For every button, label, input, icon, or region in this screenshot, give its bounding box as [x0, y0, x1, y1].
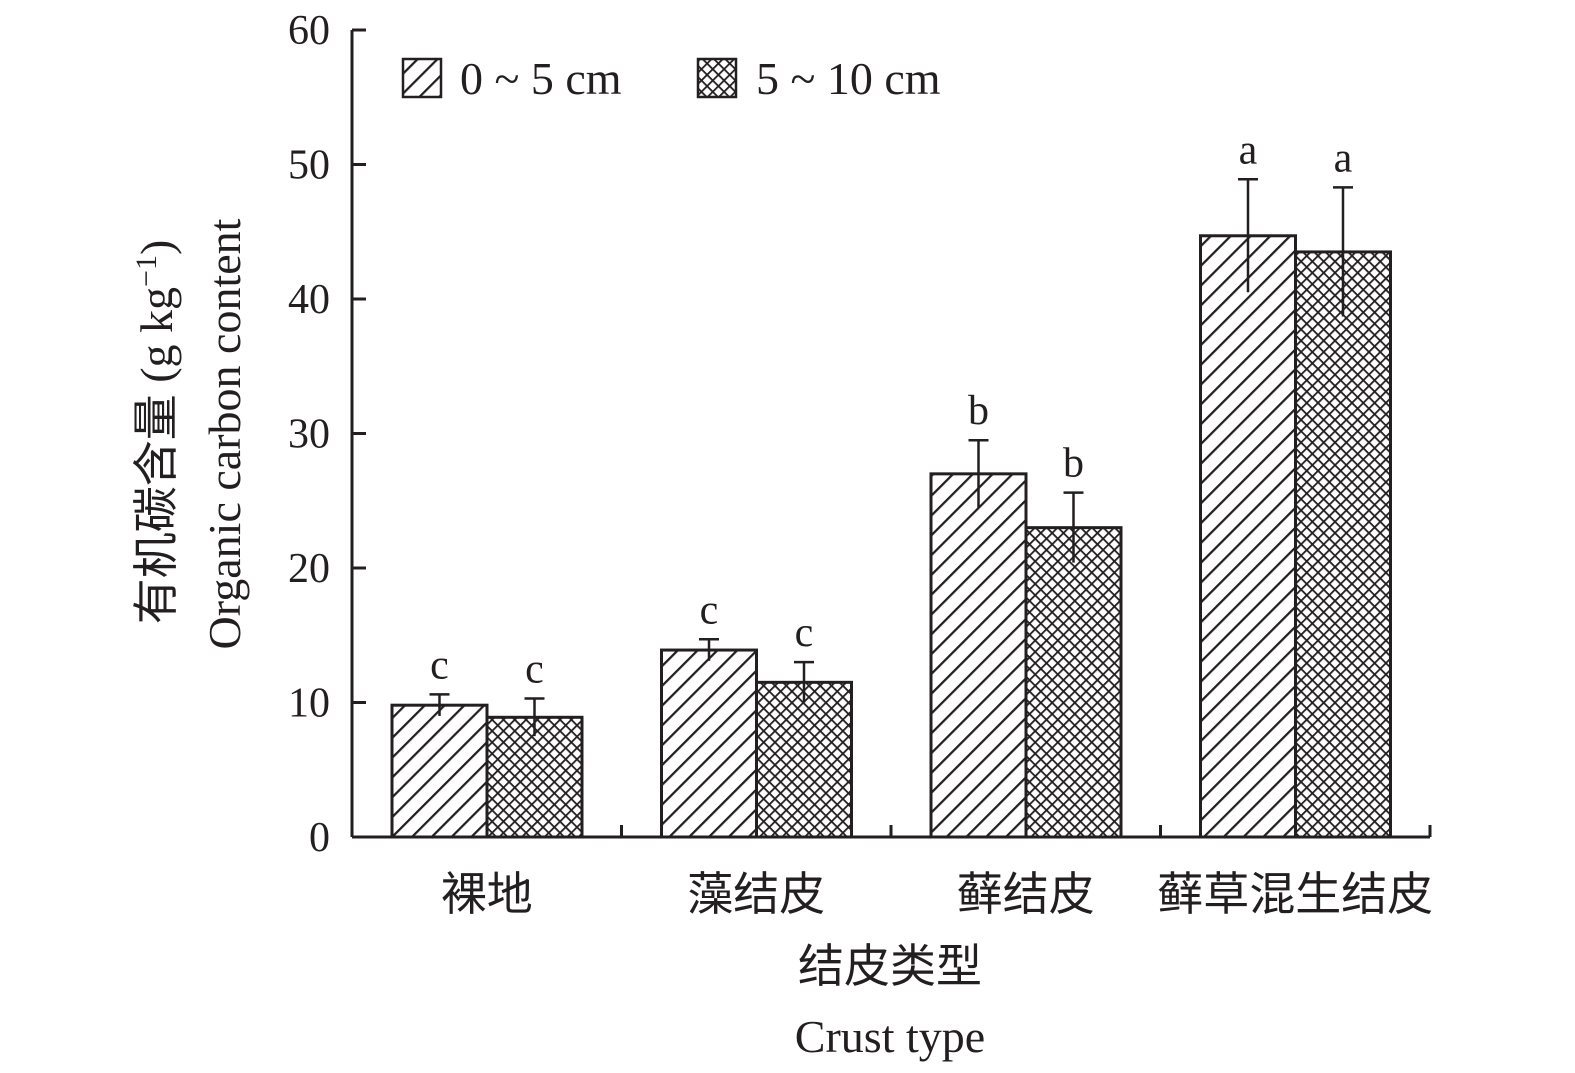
- y-tick-label: 30: [288, 412, 330, 458]
- y-tick-label: 40: [288, 277, 330, 323]
- y-axis-title-en: Organic carbon content: [199, 218, 250, 649]
- significance-label: c: [525, 646, 544, 692]
- x-tick-label: 裸地: [441, 869, 533, 920]
- legend-label-series-0: 0 ~ 5 cm: [460, 53, 622, 104]
- y-tick-label: 10: [288, 681, 330, 727]
- x-tick-label: 藻结皮: [687, 869, 825, 920]
- y-tick-label: 50: [288, 143, 330, 189]
- significance-label: c: [795, 610, 814, 656]
- significance-label: c: [430, 642, 449, 688]
- x-axis-title-cn: 结皮类型: [798, 941, 982, 992]
- y-tick-label: 0: [309, 815, 330, 861]
- bar-series-0-cat-2: [929, 472, 1028, 839]
- significance-label: a: [1239, 127, 1258, 173]
- bar-series-1-cat-0: [485, 715, 584, 839]
- bar-series-1-cat-1: [755, 680, 853, 839]
- bar-series-1-cat-2: [1024, 526, 1123, 839]
- significance-label: c: [700, 587, 719, 633]
- legend-swatch-series-1: [696, 57, 738, 99]
- bar-series-0-cat-3: [1199, 234, 1297, 839]
- x-tick-label: 藓草混生结皮: [1157, 869, 1433, 920]
- bars-layer: c c c c b b a a: [390, 127, 1392, 839]
- significance-label: b: [968, 388, 989, 434]
- legend-swatch-series-0: [401, 57, 443, 99]
- legend: 0 ~ 5 cm 5 ~ 10 cm: [401, 53, 941, 104]
- bar-series-0-cat-1: [660, 648, 758, 839]
- x-tick-label: 藓结皮: [957, 869, 1095, 920]
- significance-label: b: [1063, 441, 1084, 487]
- bar-series-1-cat-3: [1294, 250, 1392, 839]
- y-tick-label: 60: [288, 8, 330, 54]
- x-axis-title-en: Crust type: [795, 1011, 985, 1062]
- axes-layer: 0 10 20 30 40 50 60 裸地 藻结皮 藓结皮 藓草混生结皮: [288, 8, 1433, 920]
- y-axis-title: 有机碳含量 (g kg−1) Organic carbon content: [130, 218, 250, 649]
- y-tick-label: 20: [288, 546, 330, 592]
- legend-label-series-1: 5 ~ 10 cm: [756, 53, 941, 104]
- significance-label: a: [1334, 135, 1353, 181]
- bar-series-0-cat-0: [390, 703, 489, 839]
- y-axis-title-cn: 有机碳含量 (g kg−1): [130, 240, 182, 625]
